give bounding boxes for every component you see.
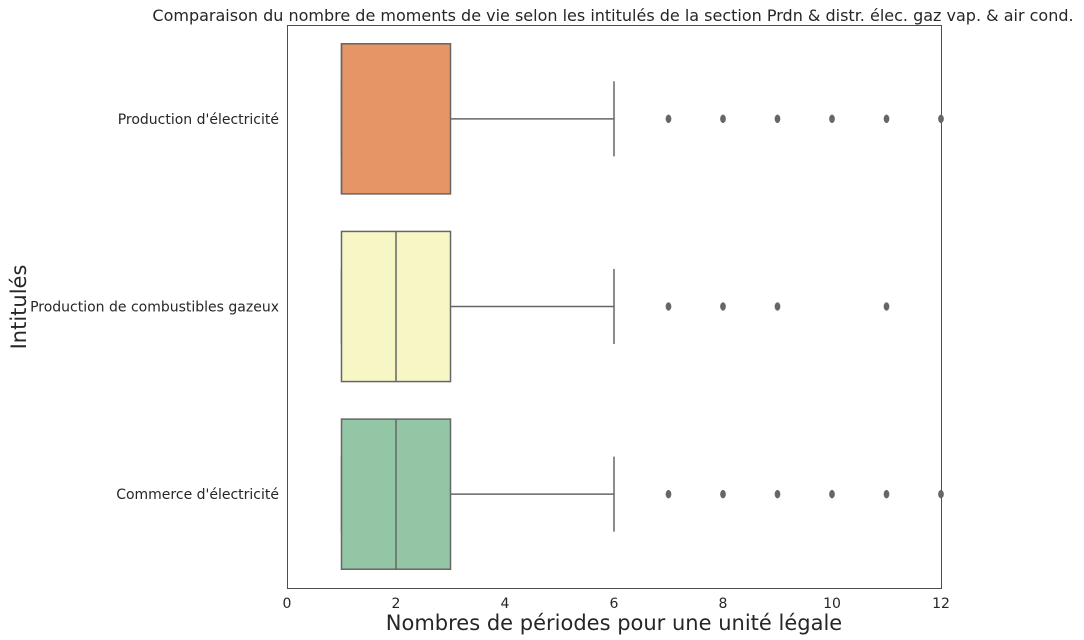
x-tick-label: 12: [932, 596, 950, 612]
box-group: [340, 230, 890, 383]
box-iqr: [340, 43, 452, 195]
outlier-point: [665, 489, 672, 499]
x-axis-label: Nombres de périodes pour une unité légal…: [386, 611, 842, 635]
y-axis-label: Intitulés: [7, 265, 31, 350]
outlier-point: [938, 489, 944, 499]
outlier-point: [774, 302, 781, 311]
chart-title: Comparaison du nombre de moments de vie …: [152, 6, 1073, 25]
outlier-point: [720, 489, 726, 499]
x-tick-label: 4: [501, 596, 510, 612]
x-axis-ticks: 0 2 4 6 8 10 12: [283, 596, 950, 612]
x-tick-label: 0: [283, 596, 292, 612]
box-group: [340, 418, 944, 570]
y-axis-category-labels: Production d'électricité Production de co…: [30, 112, 279, 503]
category-label: Production d'électricité: [118, 112, 279, 128]
boxes-layer: [340, 43, 944, 570]
outlier-point: [938, 114, 944, 124]
plot-frame: [287, 25, 942, 589]
outlier-point: [774, 489, 781, 499]
x-tick-label: 6: [610, 596, 619, 612]
x-tick-label: 8: [719, 596, 728, 612]
outlier-point: [883, 489, 890, 499]
outlier-point: [720, 302, 726, 311]
category-label: Production de combustibles gazeux: [30, 300, 279, 316]
outlier-point: [665, 302, 672, 311]
outlier-point: [774, 114, 781, 124]
outlier-point: [720, 114, 726, 124]
outlier-point: [829, 489, 835, 499]
box-group: [340, 43, 944, 195]
outlier-point: [665, 114, 672, 124]
outlier-point: [883, 302, 890, 311]
outlier-point: [883, 114, 890, 124]
category-label: Commerce d'électricité: [116, 487, 279, 503]
outlier-point: [829, 114, 835, 124]
x-tick-label: 2: [392, 596, 401, 612]
x-tick-label: 10: [823, 596, 841, 612]
